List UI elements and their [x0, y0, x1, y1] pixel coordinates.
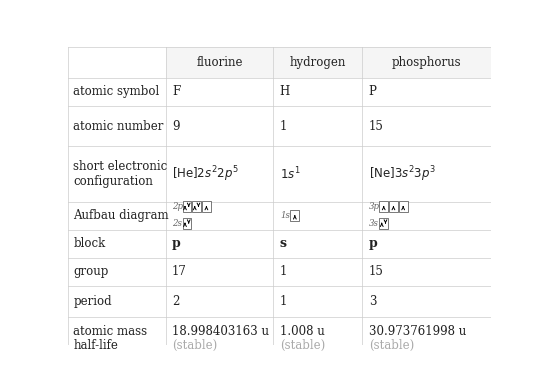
- Bar: [182, 201, 192, 212]
- Text: short electronic
configuration: short electronic configuration: [73, 160, 168, 188]
- Bar: [202, 201, 211, 212]
- Bar: [182, 218, 192, 229]
- Text: s: s: [280, 237, 287, 250]
- Text: P: P: [369, 85, 377, 99]
- Bar: [363, 47, 491, 78]
- Text: 3: 3: [369, 295, 376, 308]
- Text: 1s: 1s: [280, 211, 290, 220]
- Text: $\rm{[Ne]3}$$s^2$$\rm{3}$$p^3$: $\rm{[Ne]3}$$s^2$$\rm{3}$$p^3$: [369, 164, 436, 184]
- Text: group: group: [73, 265, 109, 278]
- Bar: [379, 201, 388, 212]
- Text: period: period: [73, 295, 112, 308]
- Text: H: H: [280, 85, 290, 99]
- Bar: [290, 210, 299, 221]
- Text: p: p: [172, 237, 181, 250]
- Text: 1: 1: [280, 120, 287, 133]
- Text: atomic mass: atomic mass: [73, 325, 147, 338]
- Bar: [165, 47, 274, 78]
- Text: 3p: 3p: [369, 202, 380, 211]
- Text: 3s: 3s: [369, 218, 379, 228]
- Text: 30.973761998 u: 30.973761998 u: [369, 325, 466, 338]
- Text: $\rm{[He]2}$$s^2$$\rm{2}$$p^5$: $\rm{[He]2}$$s^2$$\rm{2}$$p^5$: [172, 164, 239, 184]
- Text: block: block: [73, 237, 105, 250]
- Text: F: F: [172, 85, 180, 99]
- Text: 2: 2: [172, 295, 179, 308]
- Text: 15: 15: [369, 265, 383, 278]
- Bar: [274, 47, 363, 78]
- Text: 1.008 u: 1.008 u: [280, 325, 324, 338]
- Text: $\rm{1}$$s^1$: $\rm{1}$$s^1$: [280, 166, 300, 182]
- Text: hydrogen: hydrogen: [290, 56, 346, 69]
- Text: fluorine: fluorine: [196, 56, 243, 69]
- Text: (stable): (stable): [172, 339, 217, 352]
- Text: p: p: [369, 237, 377, 250]
- Text: 17: 17: [172, 265, 187, 278]
- Text: phosphorus: phosphorus: [392, 56, 462, 69]
- Text: (stable): (stable): [280, 339, 325, 352]
- Text: 1: 1: [280, 265, 287, 278]
- Text: atomic number: atomic number: [73, 120, 164, 133]
- Bar: [399, 201, 408, 212]
- Text: 18.998403163 u: 18.998403163 u: [172, 325, 269, 338]
- Text: (stable): (stable): [369, 339, 414, 352]
- Text: Aufbau diagram: Aufbau diagram: [73, 209, 169, 222]
- Text: 9: 9: [172, 120, 180, 133]
- Bar: [192, 201, 201, 212]
- Text: atomic symbol: atomic symbol: [73, 85, 159, 99]
- Bar: [379, 218, 388, 229]
- Text: 15: 15: [369, 120, 383, 133]
- Text: 2p: 2p: [173, 202, 183, 211]
- Text: half-life: half-life: [73, 339, 118, 352]
- Text: 1: 1: [280, 295, 287, 308]
- Text: 2s: 2s: [173, 218, 182, 228]
- Bar: [389, 201, 398, 212]
